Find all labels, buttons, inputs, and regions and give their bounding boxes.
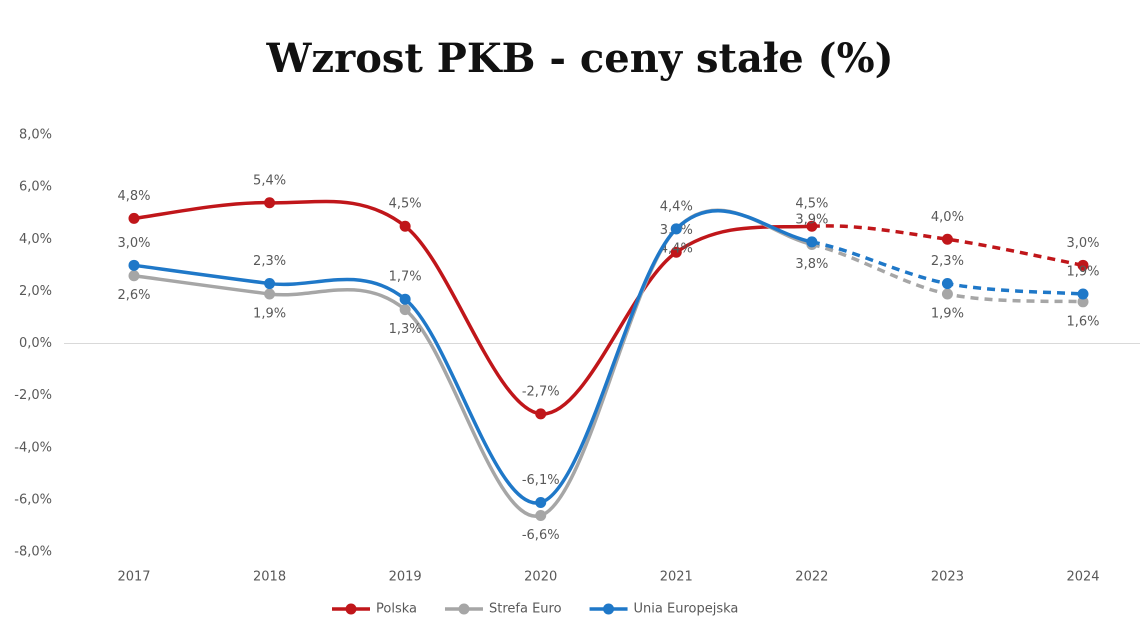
- y-tick-label: 6,0%: [19, 180, 52, 195]
- data-label: 4,5%: [389, 197, 422, 212]
- series-line: [133, 199, 812, 416]
- y-tick-label: -2,0%: [14, 388, 52, 403]
- data-label: 1,7%: [389, 270, 422, 285]
- data-label: 1,9%: [253, 306, 286, 321]
- point: [399, 220, 411, 232]
- point: [535, 510, 547, 522]
- data-label: 3,8%: [795, 257, 828, 272]
- point: [264, 278, 276, 290]
- point: [399, 293, 411, 305]
- legend-marker: [345, 603, 357, 615]
- chart-title: Wzrost PKB - ceny stałe (%): [265, 35, 893, 82]
- y-tick-label: 4,0%: [19, 232, 52, 247]
- point: [806, 236, 818, 248]
- data-label: 4,5%: [795, 197, 828, 212]
- data-label: -6,6%: [522, 528, 560, 543]
- data-label: 4,4%: [660, 199, 693, 214]
- x-tick-label: 2018: [253, 570, 286, 585]
- legend-marker: [603, 603, 615, 615]
- point: [535, 408, 547, 420]
- y-tick-label: 2,0%: [19, 284, 52, 299]
- point: [264, 288, 276, 300]
- x-tick-label: 2022: [795, 570, 828, 585]
- point: [941, 278, 953, 290]
- point: [670, 223, 682, 235]
- data-label: 2,3%: [253, 254, 286, 269]
- data-label: -2,7%: [522, 384, 560, 399]
- y-tick-label: 8,0%: [19, 128, 52, 143]
- x-tick-label: 2019: [389, 570, 422, 585]
- data-label: 5,4%: [253, 173, 286, 188]
- point: [806, 220, 818, 232]
- point: [128, 212, 140, 224]
- y-tick-label: -6,0%: [14, 492, 52, 507]
- data-label: 3,0%: [1066, 236, 1099, 251]
- point: [128, 270, 140, 282]
- data-label: 2,3%: [931, 254, 964, 269]
- point: [399, 304, 411, 316]
- series-line: [133, 209, 813, 505]
- x-tick-label: 2023: [931, 570, 964, 585]
- data-label: 3,0%: [117, 236, 150, 251]
- legend-label: Polska: [376, 602, 417, 617]
- point: [941, 233, 953, 245]
- point: [1077, 296, 1089, 308]
- y-tick-label: -4,0%: [14, 440, 52, 455]
- x-tick-label: 2017: [117, 570, 150, 585]
- point: [535, 496, 547, 508]
- point: [1077, 288, 1089, 300]
- legend-marker: [458, 603, 470, 615]
- point: [1077, 259, 1089, 271]
- data-label: 1,9%: [1066, 264, 1099, 279]
- data-label: 4,0%: [931, 210, 964, 225]
- point: [128, 259, 140, 271]
- y-tick-label: -8,0%: [14, 545, 52, 560]
- point: [670, 246, 682, 258]
- legend-label: Unia Europejska: [634, 602, 739, 617]
- data-label: 4,8%: [117, 189, 150, 204]
- x-tick-label: 2020: [524, 570, 557, 585]
- x-tick-label: 2024: [1066, 570, 1099, 585]
- legend-label: Strefa Euro: [489, 602, 562, 617]
- data-label: 1,3%: [389, 322, 422, 337]
- point: [264, 197, 276, 209]
- data-label: -6,1%: [522, 473, 560, 488]
- data-label: 3,9%: [795, 212, 828, 227]
- data-label: 1,6%: [1066, 314, 1099, 329]
- data-label: 1,9%: [931, 306, 964, 321]
- data-label: 2,6%: [117, 288, 150, 303]
- series-line: [133, 208, 813, 518]
- y-tick-label: 0,0%: [19, 336, 52, 351]
- point: [941, 288, 953, 300]
- data-label: 4,4%: [660, 241, 693, 256]
- x-tick-label: 2021: [660, 570, 693, 585]
- forecast-line: [811, 224, 1084, 268]
